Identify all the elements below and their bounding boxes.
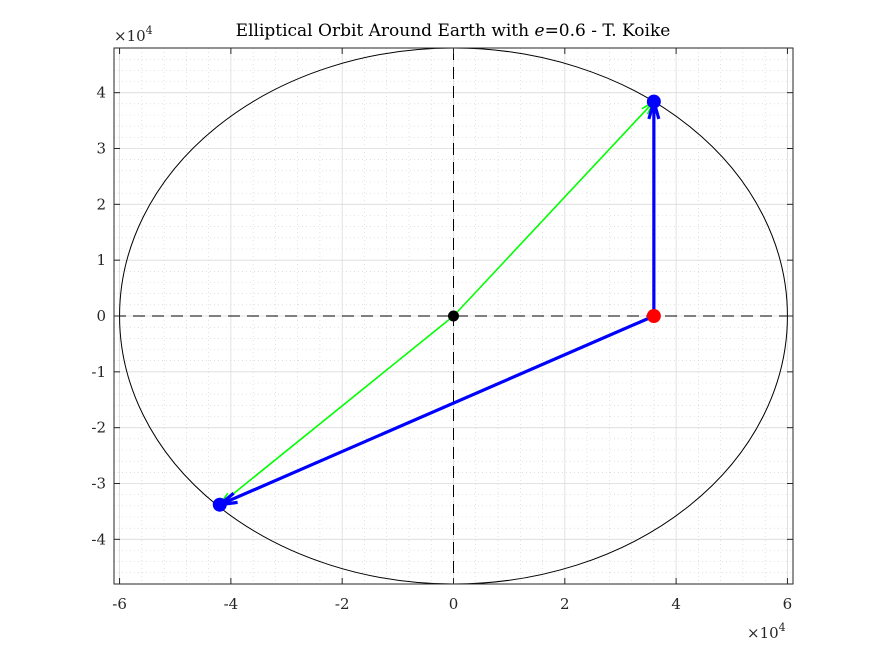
y-tick-label: 0 bbox=[96, 307, 106, 325]
y-tick-label: -3 bbox=[91, 475, 106, 493]
point-center bbox=[448, 310, 459, 322]
blue-vector-lower bbox=[214, 314, 655, 508]
x-tick-label: -2 bbox=[335, 595, 350, 613]
point-satellite-lower bbox=[212, 497, 227, 512]
blue-vector-lower-shaft bbox=[219, 314, 655, 507]
y-tick-label: -4 bbox=[91, 530, 106, 548]
y-tick-label: 4 bbox=[96, 84, 106, 102]
tick-labels: -6 -4 -2 0 2 4 6 -4 -3 -2 -1 0 1 2 3 4 bbox=[91, 84, 792, 613]
green-vector-upper bbox=[452, 99, 656, 317]
green-vector-lower bbox=[217, 315, 455, 507]
y-tick-label: 2 bbox=[96, 195, 106, 213]
y-tick-label: 3 bbox=[96, 140, 106, 158]
x-tick-label: 2 bbox=[560, 595, 570, 613]
chart-title: Elliptical Orbit Around Earth with e=0.6… bbox=[236, 21, 671, 41]
y-multiplier-label: ×104 bbox=[114, 24, 153, 45]
x-tick-label: -4 bbox=[224, 595, 239, 613]
x-tick-label: 0 bbox=[449, 595, 459, 613]
green-vector-lower-shaft bbox=[219, 315, 455, 506]
x-tick-label: 4 bbox=[671, 595, 681, 613]
x-tick-label: -6 bbox=[112, 595, 127, 613]
point-earth bbox=[646, 309, 661, 323]
y-tick-label: -2 bbox=[91, 419, 106, 437]
blue-vector-upper bbox=[647, 95, 661, 316]
point-satellite-upper bbox=[646, 94, 661, 109]
y-tick-label: -1 bbox=[91, 363, 106, 381]
tick-marks bbox=[114, 48, 793, 584]
x-tick-label: 6 bbox=[783, 595, 793, 613]
x-multiplier-label: ×104 bbox=[747, 621, 786, 642]
y-tick-label: 1 bbox=[96, 251, 106, 269]
green-vector-upper-shaft bbox=[452, 101, 655, 317]
